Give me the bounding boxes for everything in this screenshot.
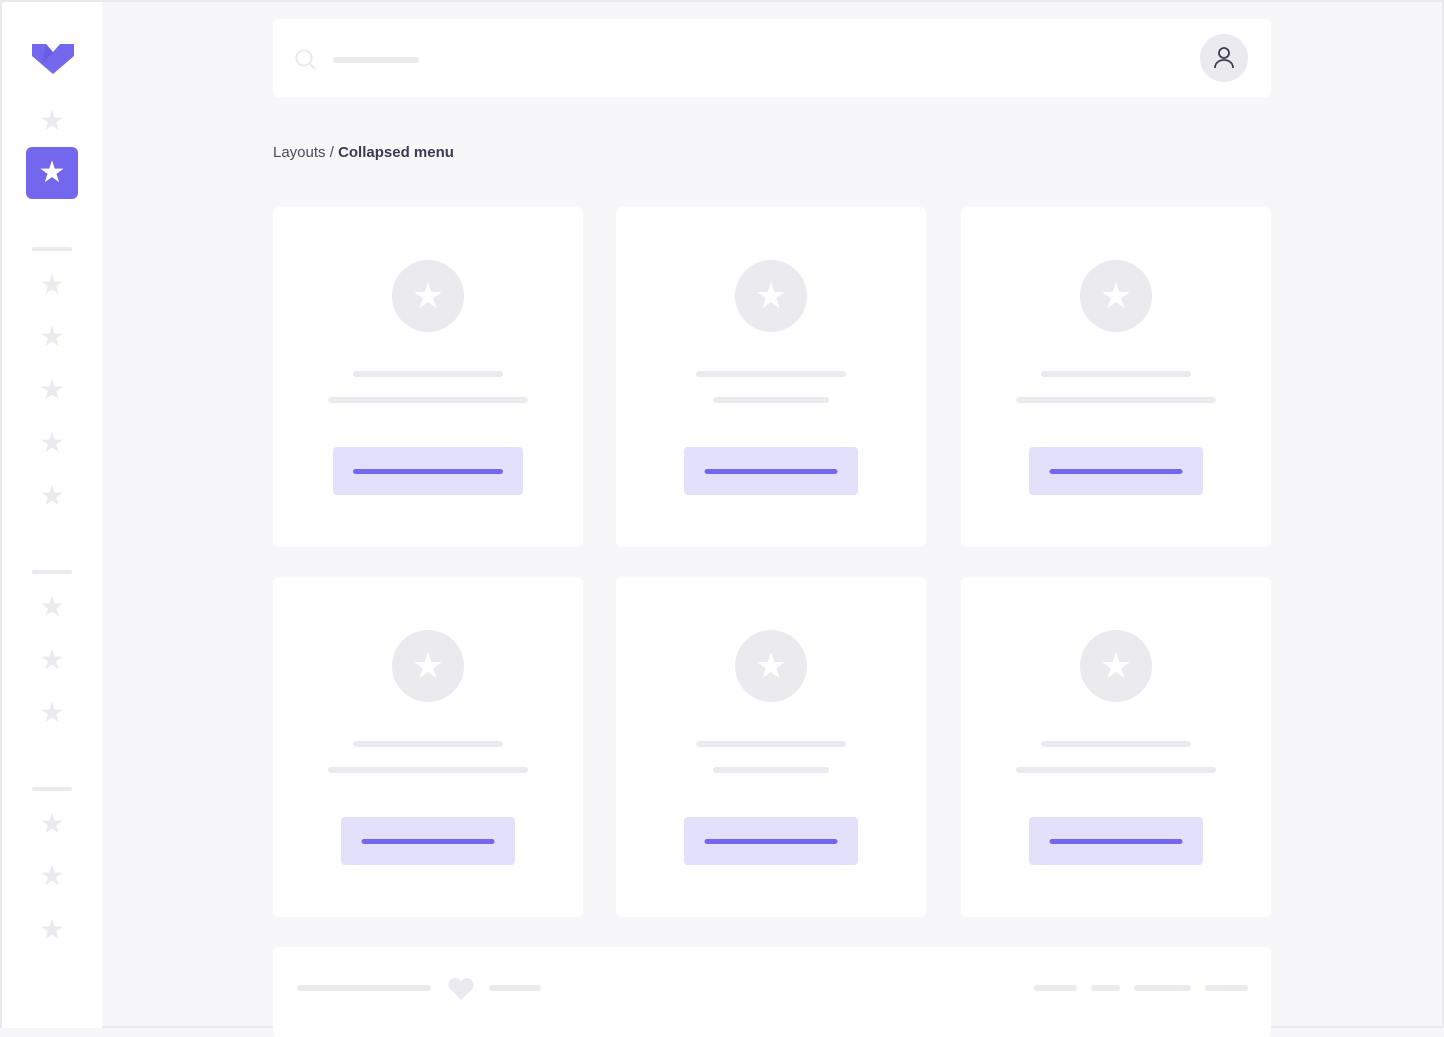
card: ★ <box>961 577 1271 917</box>
breadcrumb: Layouts / Collapsed menu <box>273 144 454 161</box>
sidebar-divider <box>32 570 72 574</box>
card-button[interactable] <box>341 817 515 865</box>
sidebar-item-star-icon[interactable]: ★ <box>39 591 65 622</box>
sidebar-item-star-icon[interactable]: ★ <box>39 860 65 891</box>
card-subtitle <box>713 767 829 773</box>
sidebar-divider <box>32 787 72 791</box>
card-subtitle <box>1016 767 1216 773</box>
sidebar-item-star-icon[interactable]: ★ <box>39 105 65 136</box>
footer-link[interactable] <box>1034 985 1077 991</box>
star-icon: ★ <box>392 260 464 332</box>
sidebar-item-active[interactable]: ★ <box>26 147 78 199</box>
button-label <box>353 469 503 474</box>
star-icon: ★ <box>1080 260 1152 332</box>
sidebar-item-star-icon[interactable]: ★ <box>39 374 65 405</box>
footer-link[interactable] <box>1091 985 1120 991</box>
star-icon: ★ <box>735 630 807 702</box>
footer-link[interactable] <box>1134 985 1191 991</box>
footer <box>273 947 1271 1037</box>
card-title <box>353 741 503 747</box>
card-title <box>696 371 846 377</box>
footer-text <box>297 985 431 991</box>
button-label <box>1049 469 1183 474</box>
star-icon: ★ <box>392 630 464 702</box>
user-icon <box>1214 47 1234 69</box>
sidebar-item-star-icon[interactable]: ★ <box>39 269 65 300</box>
top-bar <box>273 19 1271 97</box>
card-button[interactable] <box>1029 817 1203 865</box>
button-label <box>704 469 838 474</box>
button-label <box>704 839 838 844</box>
card-button[interactable] <box>684 447 858 495</box>
card-subtitle <box>713 397 829 403</box>
card-subtitle <box>1016 397 1216 403</box>
avatar[interactable] <box>1200 34 1248 82</box>
star-icon: ★ <box>735 260 807 332</box>
card-subtitle <box>328 397 528 403</box>
search-icon[interactable] <box>295 49 317 71</box>
card-button[interactable] <box>1029 447 1203 495</box>
card-button[interactable] <box>684 817 858 865</box>
sidebar-item-star-icon[interactable]: ★ <box>39 697 65 728</box>
card: ★ <box>273 207 583 547</box>
sidebar-item-star-icon[interactable]: ★ <box>39 427 65 458</box>
sidebar-item-star-icon[interactable]: ★ <box>39 321 65 352</box>
logo-icon[interactable] <box>32 44 74 74</box>
card-title <box>1041 741 1191 747</box>
footer-link[interactable] <box>1205 985 1248 991</box>
sidebar-item-star-icon[interactable]: ★ <box>39 644 65 675</box>
breadcrumb-parent[interactable]: Layouts <box>273 144 326 161</box>
sidebar-divider <box>32 247 72 251</box>
card: ★ <box>616 207 926 547</box>
card-title <box>1041 371 1191 377</box>
button-label <box>361 839 495 844</box>
card: ★ <box>273 577 583 917</box>
button-label <box>1049 839 1183 844</box>
footer-text <box>489 985 541 991</box>
sidebar-item-star-icon[interactable]: ★ <box>39 914 65 945</box>
sidebar: ★ ★ ★ ★ ★ ★ ★ ★ ★ ★ ★ ★ ★ <box>2 2 102 1028</box>
card-subtitle <box>328 767 528 773</box>
sidebar-item-star-icon[interactable]: ★ <box>39 808 65 839</box>
heart-icon <box>448 978 474 1000</box>
star-icon: ★ <box>1080 630 1152 702</box>
breadcrumb-current: Collapsed menu <box>338 144 454 161</box>
card-button[interactable] <box>333 447 523 495</box>
card: ★ <box>616 577 926 917</box>
card-title <box>696 741 846 747</box>
breadcrumb-separator: / <box>325 144 339 161</box>
sidebar-item-star-icon[interactable]: ★ <box>39 480 65 511</box>
search-input[interactable] <box>333 57 419 63</box>
card: ★ <box>961 207 1271 547</box>
card-title <box>353 371 503 377</box>
